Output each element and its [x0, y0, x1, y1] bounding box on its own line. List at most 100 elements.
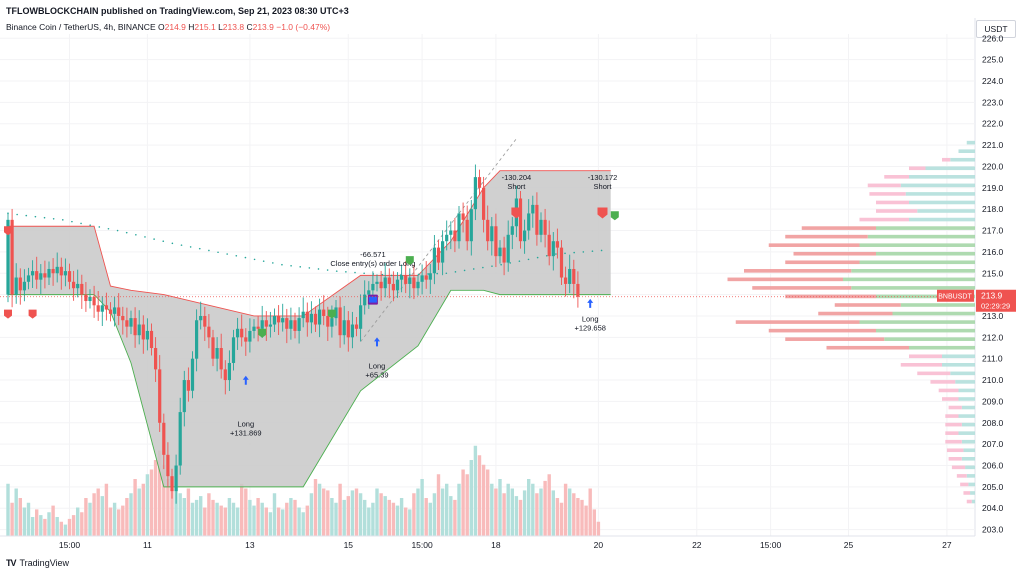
profile-bar-down [960, 482, 969, 487]
close-value: 213.9 [252, 22, 274, 32]
candle-body [149, 330, 154, 349]
trend-dot [527, 258, 530, 261]
trend-dot [61, 219, 64, 221]
volume-bar [30, 517, 35, 536]
candle-body [6, 219, 10, 295]
profile-bar-down [951, 465, 966, 470]
time-tick-label: 15:00 [760, 540, 782, 550]
volume-bar [14, 488, 18, 536]
trend-dot [545, 255, 548, 257]
trend-dot [509, 262, 512, 264]
volume-bar [424, 498, 428, 536]
profile-bar-up [892, 311, 975, 316]
price-tick-label: 213.0 [982, 311, 1004, 321]
trend-dot [317, 268, 320, 270]
volume-bar [408, 509, 412, 536]
volume-bar [35, 509, 39, 536]
candle-body [559, 247, 564, 278]
volume-bar [481, 464, 486, 536]
profile-bar-up [966, 140, 975, 145]
profile-bar-up [961, 456, 975, 461]
volume-bar [469, 460, 473, 536]
volume-bar [260, 502, 264, 536]
trend-dot [208, 249, 210, 252]
close-order-icon-inner [368, 296, 377, 303]
candle-body [182, 380, 186, 413]
candle-body [240, 328, 244, 338]
candle-body [178, 412, 182, 466]
volume-bar [80, 512, 84, 536]
candle-body [428, 273, 432, 280]
candle-body [227, 362, 231, 381]
candle-body [14, 277, 18, 295]
candle-body [453, 230, 457, 242]
volume-bar [194, 499, 199, 536]
volume-bar [215, 502, 219, 536]
candle-body [391, 283, 395, 291]
candle-body [502, 247, 506, 263]
profile-bar-down [785, 294, 876, 299]
signal-label-title: Long [369, 362, 386, 371]
candle-body [141, 324, 145, 340]
volume-bar [531, 483, 535, 536]
profile-bar-down [966, 499, 972, 504]
profile-bar-up [958, 149, 975, 153]
candle-body [100, 305, 104, 312]
signal-label-title: -130.204 [502, 173, 532, 182]
candle-body [76, 283, 80, 289]
profile-bar-down [818, 311, 893, 316]
signal-label-value: +131.869 [230, 428, 262, 437]
profile-bar-down [785, 234, 868, 239]
trend-dot [290, 264, 292, 267]
volume-bar [18, 498, 22, 536]
candle-body [199, 315, 203, 321]
volume-bar [346, 496, 350, 536]
candle-body [145, 330, 149, 340]
volume-bar [223, 507, 227, 536]
volume-bar [264, 507, 268, 536]
volume-bars [6, 445, 601, 536]
candle-body [338, 307, 342, 336]
profile-bar-down [900, 363, 942, 367]
volume-bar [231, 502, 236, 536]
short-flag-icon [597, 207, 608, 219]
trend-dot [445, 272, 448, 275]
trend-dot [25, 214, 28, 217]
signal-label-value: Close entry(s) order Long [330, 259, 415, 268]
volume-bar [440, 488, 445, 536]
volume-bar [153, 460, 158, 536]
profile-bar-down [945, 439, 962, 444]
entry-flag-icon [258, 328, 267, 338]
candle-body [547, 234, 551, 257]
trend-dot [16, 213, 18, 216]
entry-flag-icon [405, 256, 414, 266]
trend-dot [573, 251, 575, 254]
signal-label-value: +129.658 [574, 324, 606, 333]
candle-body [457, 213, 461, 242]
candle-body [51, 268, 55, 274]
volume-bar [453, 499, 457, 536]
candle-body [305, 311, 309, 323]
trend-dot [491, 265, 493, 267]
profile-bar-up [843, 277, 975, 282]
profile-bar-down [948, 456, 962, 461]
price-tick-label: 203.0 [982, 525, 1004, 535]
candle-body [186, 380, 190, 391]
volume-bar [133, 479, 137, 536]
publisher-line: TFLOWBLOCKCHAIN published on TradingView… [6, 6, 349, 16]
profile-bar-down [909, 166, 926, 171]
price-tag-bg [976, 289, 1016, 312]
price-tick-label: 211.0 [982, 354, 1003, 364]
volume-bar [203, 507, 207, 536]
candle-body [223, 369, 227, 381]
volume-bar [141, 483, 145, 536]
candle-body [59, 266, 63, 276]
trend-dot [518, 260, 521, 262]
currency-button[interactable]: USDT [976, 20, 1016, 38]
profile-bar-up [876, 226, 975, 230]
price-tick-label: 225.0 [982, 55, 1004, 65]
profile-bar-down [948, 405, 962, 410]
volume-bar [498, 479, 502, 536]
trend-dot [116, 229, 119, 232]
